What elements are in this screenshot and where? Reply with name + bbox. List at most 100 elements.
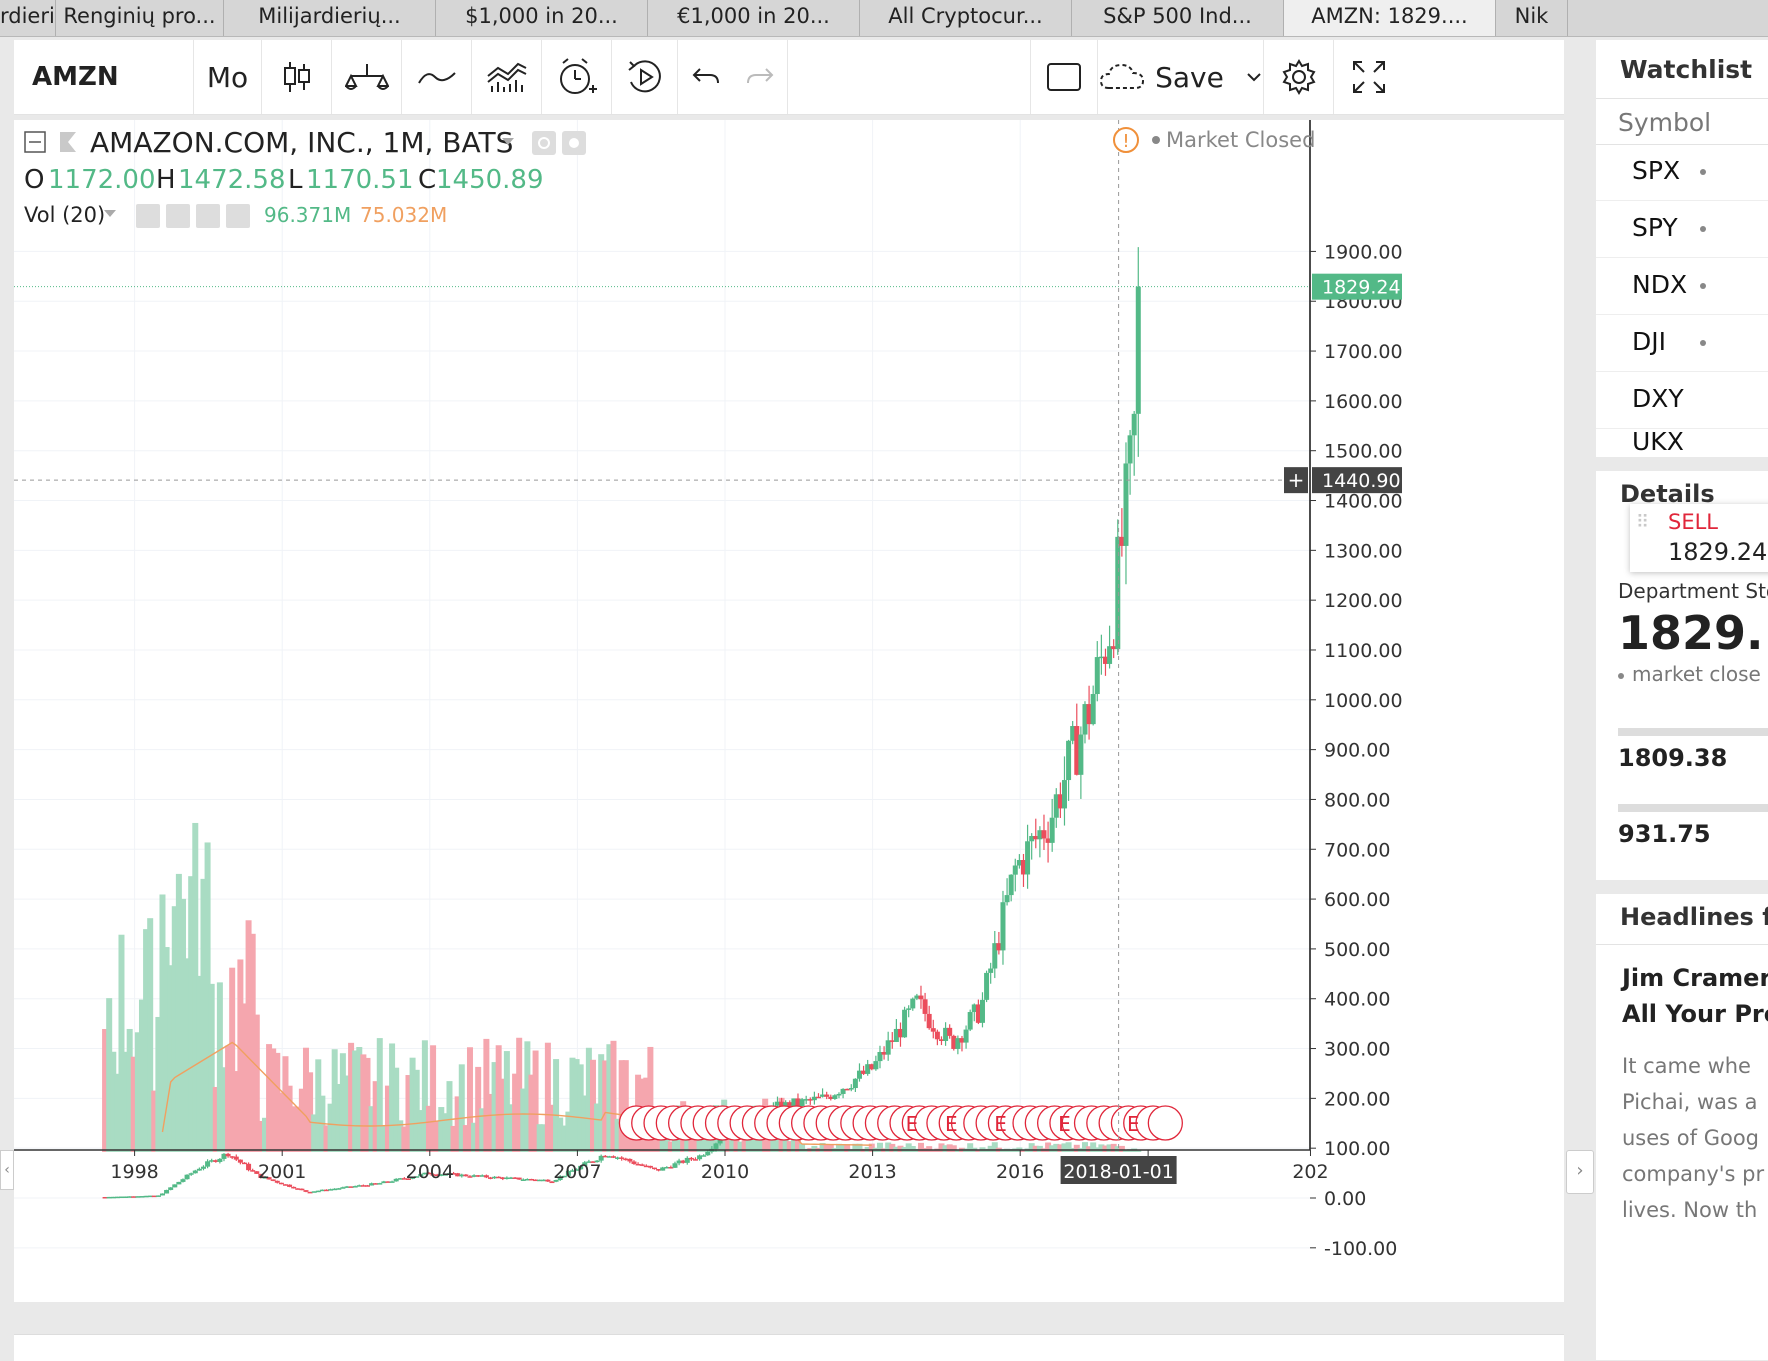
candle-body xyxy=(213,1160,219,1162)
candle-body xyxy=(1127,435,1133,464)
templates-button[interactable] xyxy=(472,40,542,114)
candle-body xyxy=(303,1190,309,1192)
warning-icon[interactable] xyxy=(1113,127,1139,153)
headlines-header[interactable]: Headlines fo xyxy=(1596,894,1768,945)
candle-body xyxy=(520,1179,526,1181)
volume-bar xyxy=(323,1125,330,1152)
collapse-legend-icon[interactable] xyxy=(24,131,46,153)
sell-button[interactable]: ⠿ SELL 1829.24 xyxy=(1630,504,1768,572)
volume-bar xyxy=(622,1060,629,1152)
save-button[interactable]: Save xyxy=(1098,40,1264,114)
candle-body xyxy=(192,1170,198,1174)
candle-body xyxy=(811,1096,817,1101)
indicators-button[interactable] xyxy=(402,40,472,114)
earnings-marker-icon[interactable] xyxy=(1147,1105,1183,1141)
candle-body xyxy=(364,1185,370,1187)
watchlist-row[interactable]: UKX xyxy=(1596,429,1768,457)
browser-tab[interactable]: Nik xyxy=(1496,0,1568,36)
ohlc-c-value: 1450.89 xyxy=(436,165,544,195)
chevron-down-icon[interactable] xyxy=(502,138,514,145)
volume-bar xyxy=(786,1141,793,1152)
watchlist-row[interactable]: SPX xyxy=(1596,144,1768,201)
compare-button[interactable] xyxy=(332,40,402,114)
volume-bar xyxy=(844,1144,851,1152)
redo-icon[interactable] xyxy=(744,65,774,89)
left-collapse-arrow-icon[interactable]: ‹ xyxy=(0,1150,14,1190)
price-tick-label: -100.00 xyxy=(1324,1238,1397,1260)
last-price-badge xyxy=(1312,273,1402,300)
fullscreen-button[interactable] xyxy=(1334,40,1404,114)
candle-body xyxy=(225,1153,231,1157)
interval-button[interactable]: Mo xyxy=(194,40,262,114)
chart-pane[interactable]: E E E E E 1900.00 1800.00 1700.00 1600.00 1500.00… xyxy=(14,120,1565,1302)
volume-bar xyxy=(134,1032,141,1152)
volume-bar xyxy=(1073,1144,1080,1152)
volume-bar xyxy=(376,1038,383,1152)
browser-tab[interactable]: rdieriu xyxy=(0,0,56,36)
watchlist-row[interactable]: NDX xyxy=(1596,258,1768,315)
crosshair-date-badge xyxy=(1060,1156,1177,1184)
candle-body xyxy=(323,1189,329,1192)
candle-body xyxy=(172,1184,178,1188)
candle-body xyxy=(237,1159,243,1163)
price-tick-label: 500.00 xyxy=(1324,939,1390,961)
candle-body xyxy=(1082,704,1088,735)
headline-link[interactable]: Jim Cramer All Your Pro xyxy=(1622,960,1768,1032)
volume-bar xyxy=(1098,1144,1105,1152)
crosshair-plus-badge[interactable] xyxy=(1284,467,1308,494)
volume-bar xyxy=(294,1106,301,1152)
candle-body xyxy=(578,1165,584,1170)
symbol-search-button[interactable]: AMZN xyxy=(14,40,194,114)
gear-icon[interactable] xyxy=(166,204,190,228)
volume-bar xyxy=(471,1122,478,1152)
volume-bar xyxy=(192,822,199,1152)
alert-button[interactable] xyxy=(542,40,612,114)
watchlist-row[interactable]: DJI xyxy=(1596,315,1768,372)
candle-body xyxy=(934,1031,940,1040)
browser-tab[interactable]: S&P 500 Ind... xyxy=(1072,0,1284,36)
browser-tab[interactable]: All Cryptocur... xyxy=(860,0,1072,36)
visibility-icon[interactable] xyxy=(136,204,160,228)
layout-button[interactable] xyxy=(1030,40,1098,114)
volume-bar xyxy=(450,1125,457,1152)
volume-bar xyxy=(188,876,195,1152)
flag-icon[interactable] xyxy=(60,132,76,152)
volume-bar xyxy=(930,1149,937,1152)
settings-button[interactable] xyxy=(1264,40,1334,114)
browser-tab[interactable]: $1,000 in 20... xyxy=(436,0,648,36)
visibility-icon[interactable] xyxy=(532,131,556,155)
volume-bar xyxy=(1028,1143,1035,1152)
replay-button[interactable] xyxy=(612,40,678,114)
candle-body xyxy=(1107,646,1113,664)
browser-tab[interactable]: Milijardierių... xyxy=(224,0,436,36)
ohlc-c-label: C xyxy=(418,165,436,195)
candle-body xyxy=(332,1188,338,1191)
volume-bar xyxy=(835,1143,842,1152)
candle-body xyxy=(385,1181,391,1183)
watchlist-header[interactable]: Watchlist xyxy=(1596,40,1768,99)
browser-tab[interactable]: Renginių pro... xyxy=(56,0,224,36)
right-collapse-arrow-icon[interactable]: › xyxy=(1566,1150,1594,1194)
candle-body xyxy=(828,1096,834,1099)
chevron-down-icon[interactable] xyxy=(104,210,116,217)
close-icon[interactable] xyxy=(226,204,250,228)
volume-bar xyxy=(589,1059,596,1152)
watchlist-row[interactable]: SPY xyxy=(1596,201,1768,258)
volume-bar xyxy=(241,1003,248,1152)
candle-body xyxy=(463,1174,469,1177)
last-price-label: 1829.24 xyxy=(1322,277,1401,299)
volume-bar xyxy=(799,1143,806,1152)
undo-icon[interactable] xyxy=(692,65,722,89)
candle-body xyxy=(951,1035,957,1049)
watchlist-row[interactable]: DXY xyxy=(1596,372,1768,429)
browser-tab[interactable]: AMZN: 1829.... xyxy=(1284,0,1496,36)
browser-tab[interactable]: €1,000 in 20... xyxy=(648,0,860,36)
time-tick-label: 2013 xyxy=(848,1161,896,1183)
volume-bar xyxy=(708,1139,715,1152)
add-icon[interactable] xyxy=(196,204,220,228)
status-dot xyxy=(1700,340,1706,346)
price-chart[interactable]: E E E E E1900.001800.001700.001600.001500.00… xyxy=(14,120,1565,1302)
candle-body xyxy=(459,1174,465,1177)
candle-body xyxy=(159,1193,165,1196)
chart-type-button[interactable] xyxy=(262,40,332,114)
